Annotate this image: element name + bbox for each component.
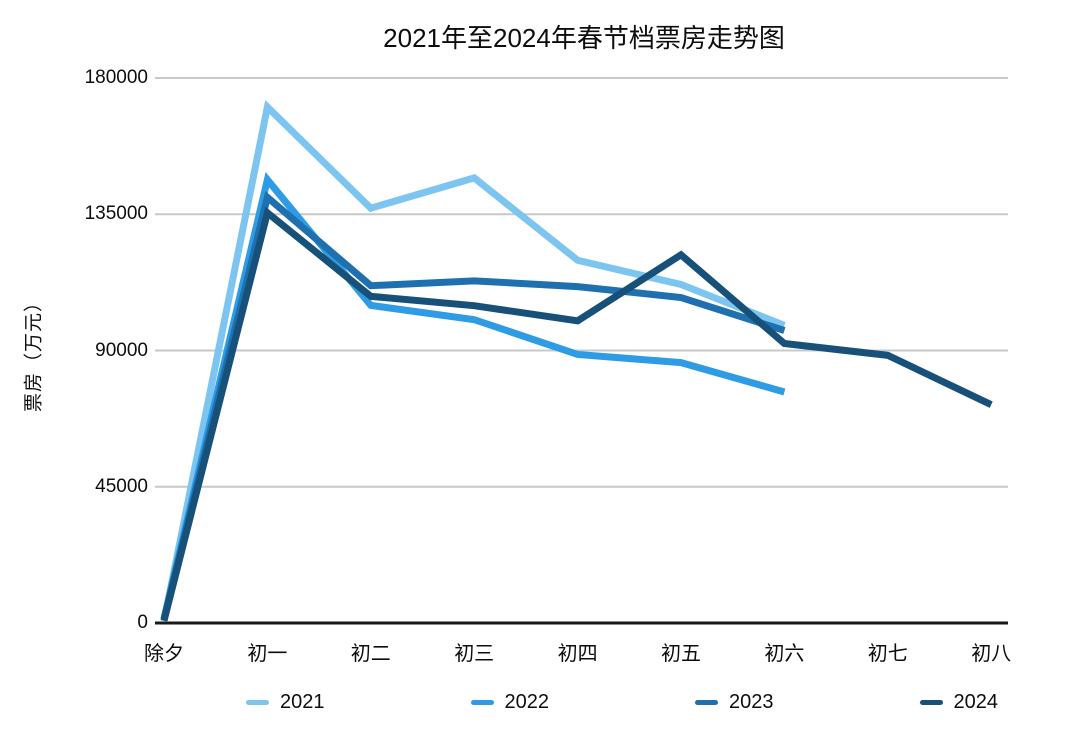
x-category-label: 初二 <box>350 643 391 665</box>
y-tick-label: 180000 <box>84 67 148 88</box>
legend-swatch-icon <box>695 700 718 705</box>
legend-label: 2023 <box>729 691 774 713</box>
x-category-label: 除夕 <box>144 643 184 665</box>
x-category-label: 初三 <box>454 643 495 665</box>
legend-swatch-icon <box>246 700 269 705</box>
legend: 2021 2022 2023 2024 <box>246 691 998 714</box>
series-line-2021 <box>160 100 786 622</box>
y-tick-label: 45000 <box>95 475 148 497</box>
x-category-label: 初七 <box>867 643 908 665</box>
x-category-label: 初六 <box>764 643 805 665</box>
legend-item-2023[interactable]: 2023 <box>695 691 774 714</box>
legend-label: 2021 <box>280 691 325 713</box>
y-tick-label: 135000 <box>84 203 148 225</box>
legend-label: 2024 <box>953 691 999 713</box>
x-category-label: 初五 <box>661 643 701 665</box>
chart-title: 2021年至2024年春节档票房走势图 <box>383 23 785 53</box>
x-category-label: 初四 <box>557 643 598 665</box>
legend-label: 2022 <box>504 691 550 713</box>
legend-item-2021[interactable]: 2021 <box>246 691 325 714</box>
legend-swatch-icon <box>470 700 494 705</box>
legend-swatch-icon <box>919 700 943 705</box>
y-tick-label: 90000 <box>95 339 148 361</box>
series-line-2022 <box>160 172 786 620</box>
legend-item-2024[interactable]: 2024 <box>919 691 999 714</box>
series-line-2024 <box>160 206 993 622</box>
series-line-2023 <box>160 190 786 621</box>
x-category-label: 初一 <box>247 643 288 665</box>
legend-item-2022[interactable]: 2022 <box>470 691 550 714</box>
x-category-label: 初八 <box>971 643 1012 665</box>
y-tick-label: 0 <box>137 612 148 633</box>
